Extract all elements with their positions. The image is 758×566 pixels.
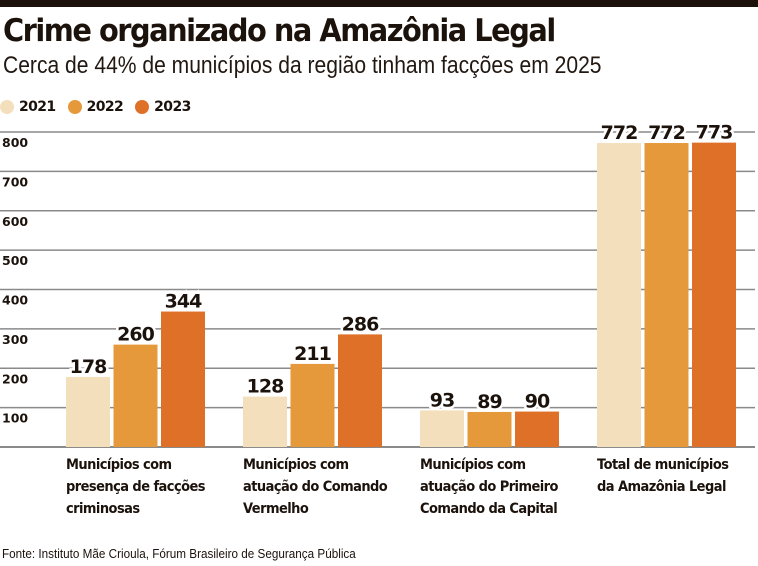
source-note: Fonte: Instituto Mãe Crioula, Fórum Bras… bbox=[2, 546, 356, 561]
legend-swatch-2023 bbox=[135, 100, 150, 114]
bar-2023 bbox=[692, 142, 736, 447]
category-label: Municípios com presença de facções crimi… bbox=[66, 457, 206, 517]
bar-2023 bbox=[161, 311, 205, 447]
top-rule bbox=[0, 0, 758, 7]
value-label: 178 bbox=[70, 356, 107, 378]
y-tick-label: 100 bbox=[2, 411, 28, 426]
bar-2022 bbox=[113, 344, 158, 447]
bar-2021 bbox=[66, 376, 110, 447]
bars bbox=[66, 142, 736, 447]
y-tick-label: 700 bbox=[2, 174, 28, 189]
value-label: 93 bbox=[430, 389, 454, 411]
legend-label: 2023 bbox=[154, 99, 191, 115]
value-label: 89 bbox=[477, 391, 501, 413]
legend-swatch-2022 bbox=[67, 100, 82, 114]
chart-title: Crime organizado na Amazônia Legal bbox=[3, 13, 556, 49]
value-label: 211 bbox=[294, 343, 331, 365]
y-tick-label: 500 bbox=[2, 253, 28, 268]
value-label: 772 bbox=[601, 122, 638, 144]
bar-2022 bbox=[290, 363, 335, 447]
category-label: Total de municípios da Amazônia Legal bbox=[597, 457, 729, 495]
legend: 2021 2022 2023 bbox=[0, 97, 203, 117]
legend-swatch-2021 bbox=[0, 100, 14, 114]
bar-2021 bbox=[597, 143, 641, 447]
value-label: 773 bbox=[696, 122, 733, 144]
bar-2022 bbox=[644, 143, 689, 447]
value-label: 90 bbox=[525, 391, 550, 413]
value-label: 128 bbox=[247, 376, 284, 398]
value-labels: 178 260 344 128 211 286 93 89 90 772 772 773 bbox=[67, 119, 736, 415]
y-axis-ticks: 100 200 300 400 500 600 700 800 bbox=[2, 135, 28, 426]
bar-2023 bbox=[515, 411, 559, 447]
value-label: 344 bbox=[165, 291, 202, 313]
value-label: 286 bbox=[342, 313, 379, 335]
y-tick-label: 200 bbox=[2, 371, 28, 386]
bar-2022 bbox=[467, 411, 512, 447]
legend-item-2023: 2023 bbox=[135, 99, 191, 115]
y-tick-label: 300 bbox=[2, 332, 28, 347]
legend-label: 2021 bbox=[19, 99, 56, 115]
legend-item-2021: 2021 bbox=[0, 99, 56, 115]
y-tick-label: 800 bbox=[2, 135, 28, 150]
chart-subtitle: Cerca de 44% de municípios da região tin… bbox=[3, 52, 602, 79]
category-label: Municípios com atuação do Comando Vermel… bbox=[243, 457, 388, 517]
legend-label: 2022 bbox=[86, 99, 124, 115]
y-tick-label: 600 bbox=[2, 214, 28, 229]
bar-2021 bbox=[420, 410, 464, 447]
category-label: Municípios com atuação do Primeiro Coman… bbox=[420, 457, 558, 517]
y-tick-label: 400 bbox=[2, 293, 28, 308]
legend-item-2022: 2022 bbox=[67, 99, 124, 115]
value-label: 772 bbox=[648, 122, 685, 144]
value-label: 260 bbox=[117, 324, 154, 346]
bar-2021 bbox=[243, 396, 287, 447]
bar-2023 bbox=[338, 334, 382, 447]
